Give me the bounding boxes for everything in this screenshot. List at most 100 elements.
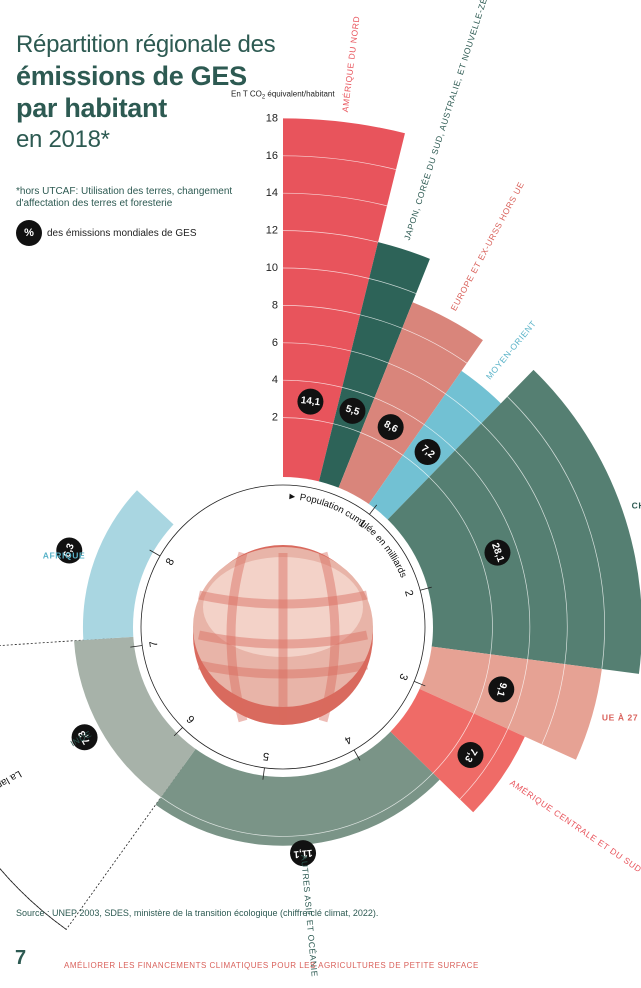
population-tick-label: 2 (402, 589, 415, 598)
region-label-4: CHINE (632, 500, 641, 510)
y-tick-label: 2 (272, 412, 278, 424)
bar-8 (74, 636, 201, 798)
share-badge-9: 6,3 (56, 537, 83, 564)
gridline (282, 305, 361, 316)
legend-label: des émissions mondiales de GES (47, 227, 197, 239)
gridline (333, 423, 361, 433)
population-axis-circle (140, 484, 426, 770)
gridline (282, 192, 388, 207)
gridline (342, 387, 375, 399)
bar-2 (335, 302, 483, 511)
gridline (282, 230, 379, 243)
region-label-3: MOYEN-ORIENT (484, 318, 538, 381)
share-value: 9,1 (494, 681, 509, 698)
gridline (432, 713, 475, 774)
gridline (541, 664, 566, 745)
gridline (351, 350, 389, 364)
population-tick-label: 3 (396, 672, 409, 682)
page-number: 7 (15, 947, 27, 969)
source-note: Source : UNEP 2003, SDES, ministère de l… (16, 908, 379, 918)
gridline (507, 396, 605, 670)
population-tick (414, 680, 426, 687)
chart-title: Répartition régionale des émissions de G… (16, 30, 276, 156)
gridline (454, 449, 531, 660)
share-badge-1: 5,5 (339, 397, 366, 424)
population-tick-label: 5 (262, 750, 270, 763)
share-badge-5: 9,1 (488, 676, 515, 703)
gridline (388, 362, 446, 395)
population-tick (149, 549, 161, 557)
y-tick-label: 6 (272, 337, 278, 349)
population-tick (173, 727, 183, 737)
gridline (402, 454, 430, 478)
footnote: *hors UTCAF: Utilisation des terres, cha… (16, 186, 233, 209)
gridline (481, 423, 568, 665)
region-label-9: AFRIQUE (43, 550, 85, 560)
gridline (423, 424, 456, 451)
legend: % des émissions mondiales de GES (16, 220, 197, 246)
gridline (360, 314, 403, 329)
bar-6 (384, 685, 525, 813)
title-line-2: émissions de GES (16, 61, 247, 91)
y-tick-label: 4 (272, 374, 278, 386)
globe-highlight (203, 557, 363, 657)
footer-text: AMÉLIORER LES FINANCEMENTS CLIMATIQUES P… (64, 961, 479, 970)
region-label-5: UE À 27 (602, 712, 638, 722)
y-tick-label: 18 (266, 112, 278, 124)
share-badge-8: 7,3 (71, 724, 98, 751)
y-axis-label: En T CO2 équivalent/habitant (231, 89, 335, 100)
bar-7 (155, 726, 440, 846)
y-tick-label: 10 (266, 262, 278, 274)
share-badge-0: 14,1 (297, 388, 324, 415)
population-tick (262, 767, 265, 780)
y-tick-label: 16 (266, 150, 278, 162)
bar-5 (412, 645, 602, 760)
gridline (402, 327, 468, 364)
y-tick-label: 12 (266, 225, 278, 237)
gridline (282, 417, 334, 425)
globe-icon (193, 545, 373, 725)
gridline (473, 654, 491, 714)
population-tick-label: 8 (164, 556, 177, 567)
gridline (459, 728, 509, 800)
gridline (282, 267, 370, 279)
population-tick-label: 4 (342, 733, 353, 746)
region-label-0: AMÉRIQUE DU NORD (340, 15, 362, 112)
region-label-6: AMÉRIQUE CENTRALE ET DU SUD (508, 778, 641, 875)
share-value: 11,1 (293, 847, 313, 860)
gridline (507, 659, 529, 730)
width-outline-arc (0, 867, 67, 930)
share-value: 5,5 (344, 404, 361, 419)
gridline (374, 397, 425, 425)
share-value: 6,3 (62, 542, 77, 559)
population-tick (353, 749, 361, 761)
population-tick-label: 7 (148, 640, 161, 648)
population-tick (420, 586, 432, 591)
gridline (428, 476, 493, 655)
bars (74, 118, 641, 846)
population-tick (369, 504, 378, 515)
share-badge-2: 8,6 (377, 414, 404, 441)
legend-symbol: % (16, 220, 42, 246)
gridline (369, 278, 417, 294)
title-line-4: en 2018* (16, 126, 110, 153)
gridline (282, 155, 397, 170)
y-tick-label: 8 (272, 299, 278, 311)
share-badges: 14,1 5,5 8,6 7,2 28,1 9,1 7,3 11,1 7,3 6,3 (56, 388, 515, 867)
population-tick (130, 645, 143, 648)
title-line-3: par habitant (16, 93, 167, 123)
gridline (282, 342, 352, 352)
region-label-2: EUROPE ET EX-URSS HORS UE (449, 180, 527, 313)
gridlines (160, 155, 605, 837)
gridline (360, 432, 403, 456)
share-badge-6: 7,3 (457, 741, 484, 768)
share-badge-7: 11,1 (290, 840, 317, 867)
bar-4 (382, 369, 641, 674)
gridline (160, 772, 434, 837)
y-axis: 2 4 6 8 10 12 14 16 18 En T CO2 équivalent/habita… (231, 89, 335, 423)
bar-1 (317, 242, 430, 496)
gridline (445, 393, 482, 424)
title-line-1: Répartition régionale des (16, 31, 276, 58)
bar-9 (82, 490, 180, 641)
